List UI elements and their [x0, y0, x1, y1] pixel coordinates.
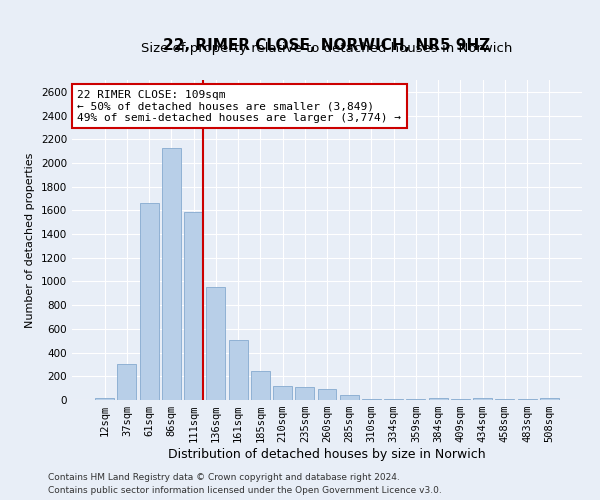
Y-axis label: Number of detached properties: Number of detached properties [25, 152, 35, 328]
Bar [273, 386, 292, 400]
Bar [162, 148, 181, 400]
X-axis label: Distribution of detached houses by size in Norwich: Distribution of detached houses by size … [168, 448, 486, 461]
Bar [340, 396, 359, 400]
Bar [206, 288, 225, 400]
Bar [317, 388, 337, 400]
Bar [184, 212, 203, 400]
Bar [95, 398, 114, 400]
Bar [473, 398, 492, 400]
Bar [229, 340, 248, 400]
Text: Contains HM Land Registry data © Crown copyright and database right 2024.
Contai: Contains HM Land Registry data © Crown c… [48, 474, 442, 495]
Bar [295, 387, 314, 400]
Bar [362, 399, 381, 400]
Bar [251, 371, 270, 400]
Title: Size of property relative to detached houses in Norwich: Size of property relative to detached ho… [142, 42, 512, 55]
Text: 22, RIMER CLOSE, NORWICH, NR5 9HZ: 22, RIMER CLOSE, NORWICH, NR5 9HZ [163, 38, 491, 53]
Bar [540, 398, 559, 400]
Bar [429, 398, 448, 400]
Text: 22 RIMER CLOSE: 109sqm
← 50% of detached houses are smaller (3,849)
49% of semi-: 22 RIMER CLOSE: 109sqm ← 50% of detached… [77, 90, 401, 123]
Bar [118, 364, 136, 400]
Bar [140, 204, 158, 400]
